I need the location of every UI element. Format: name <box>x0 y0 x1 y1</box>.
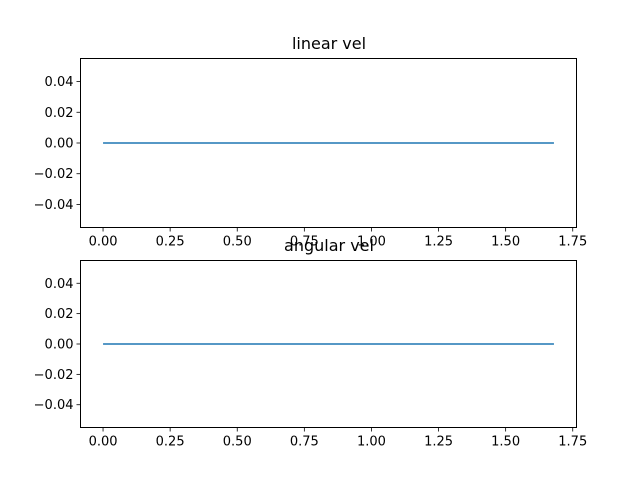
x-tick-label: 0.75 <box>290 235 319 250</box>
y-tick-label: 0.02 <box>45 106 74 121</box>
x-tick-label: 1.25 <box>424 235 453 250</box>
x-tick-label: 1.25 <box>424 435 453 450</box>
x-tick-label: 1.75 <box>558 235 587 250</box>
y-tick-label: −0.04 <box>34 398 74 413</box>
chart-linear-vel: linear vel 0.00 0.25 0.50 0.75 1.00 1.25 1.50 1… <box>34 34 588 250</box>
x-tick-label: 1.50 <box>491 235 520 250</box>
plot-area: 0.00 0.25 0.50 0.75 1.00 1.25 1.50 1.75 −0.04 −0.… <box>34 277 588 450</box>
x-tick-label: 0.25 <box>156 435 185 450</box>
axes-frame <box>80 260 577 428</box>
x-tick-label: 1.75 <box>558 435 587 450</box>
y-tick-label: 0.00 <box>45 137 74 152</box>
y-tick-label: −0.02 <box>34 167 74 182</box>
chart-title: linear vel <box>292 34 366 53</box>
y-tick-label: 0.04 <box>45 277 74 292</box>
y-tick-label: 0.02 <box>45 307 74 322</box>
x-tick-label: 0.50 <box>223 435 252 450</box>
y-tick-label: −0.02 <box>34 368 74 383</box>
x-tick-label: 0.25 <box>156 235 185 250</box>
chart-title: angular vel <box>284 236 374 255</box>
y-tick-label: 0.00 <box>45 338 74 353</box>
x-tick-label: 1.00 <box>357 435 386 450</box>
chart-angular-vel: 0.00 0.25 0.50 0.75 1.00 1.25 1.50 1.75 −0.04 −0.… <box>34 236 588 450</box>
x-tick-label: 1.00 <box>357 235 386 250</box>
x-tick-label: 0.00 <box>89 435 118 450</box>
y-tick-label: 0.04 <box>45 75 74 90</box>
y-tick-label: −0.04 <box>34 198 74 213</box>
x-tick-label: 1.50 <box>491 435 520 450</box>
axes-frame <box>80 58 577 228</box>
plot-area: 0.00 0.25 0.50 0.75 1.00 1.25 1.50 1.75 −0.04 −0.… <box>34 75 588 249</box>
x-tick-label: 0.50 <box>223 235 252 250</box>
x-tick-label: 0.75 <box>290 435 319 450</box>
x-tick-label: 0.00 <box>89 235 118 250</box>
